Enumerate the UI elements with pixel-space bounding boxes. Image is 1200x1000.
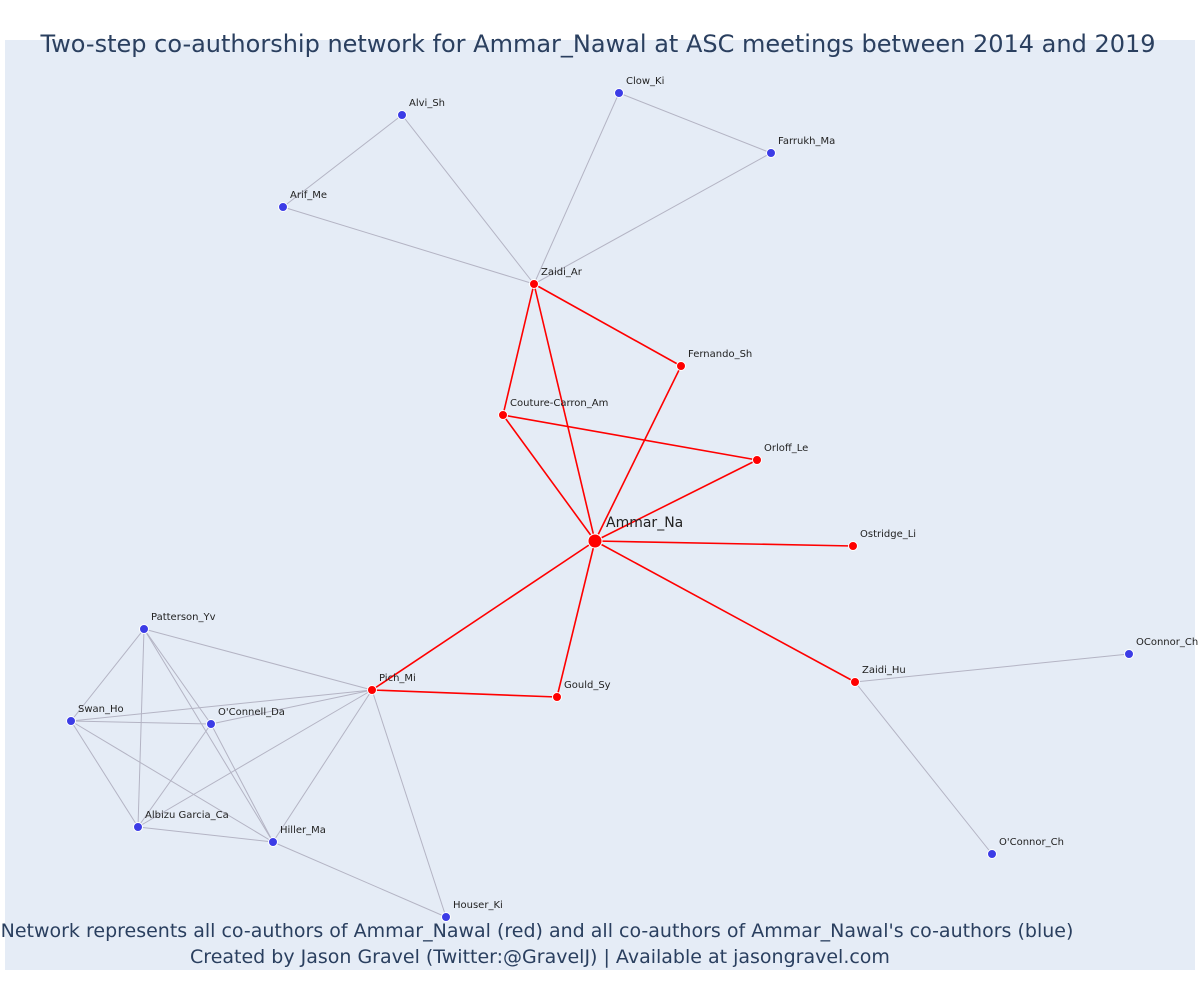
edge-layer <box>70 92 1130 918</box>
node-label-gould-sy: Gould_Sy <box>564 680 611 691</box>
node-label-orloff-le: Orloff_Le <box>764 443 808 454</box>
edge-patterson-yv-hiller-ma <box>143 628 274 843</box>
node-zaidi-hu[interactable] <box>850 677 860 687</box>
edge-ammar-na-ostridge-li <box>594 540 854 547</box>
edge-zaidi-ar-clow-ki <box>533 92 620 285</box>
edge-pich-mi-houser-ki <box>371 689 447 918</box>
edge-patterson-yv-swan-ho <box>70 628 145 722</box>
edge-o-connell-da-albizu-garcia-ca <box>137 723 212 828</box>
node-oconnor-ch[interactable] <box>1124 649 1134 659</box>
label-layer: Ammar_Na Zaidi_Ar Fernando_Sh Couture-Carro… <box>78 76 1198 911</box>
node-label-ammar-na: Ammar_Na <box>606 515 683 531</box>
node-layer <box>66 88 1134 922</box>
node-swan-ho[interactable] <box>66 716 76 726</box>
node-label-albizu-garcia-ca: Albizu Garcia_Ca <box>145 810 229 821</box>
node-label-patterson-yv: Patterson_Yv <box>151 612 216 623</box>
node-alvi-sh[interactable] <box>397 110 407 120</box>
node-fernando-sh[interactable] <box>676 361 686 371</box>
node-label-alvi-sh: Alvi_Sh <box>409 98 445 109</box>
node-couture-carron-am[interactable] <box>498 410 508 420</box>
node-pich-mi[interactable] <box>367 685 377 695</box>
node-ammar-na[interactable] <box>587 533 603 549</box>
node-label-clow-ki: Clow_Ki <box>626 76 664 87</box>
edge-zaidi-hu-o-connor-ch <box>854 681 993 855</box>
edge-pich-mi-gould-sy <box>371 689 558 698</box>
edge-zaidi-hu-oconnor-ch <box>854 653 1130 683</box>
edge-zaidi-ar-couture-carron-am <box>502 283 535 416</box>
edge-pich-mi-hiller-ma <box>272 689 373 843</box>
node-albizu-garcia-ca[interactable] <box>133 822 143 832</box>
edge-pich-mi-swan-ho <box>70 689 373 722</box>
node-orloff-le[interactable] <box>752 455 762 465</box>
edge-zaidi-ar-alvi-sh <box>401 114 535 285</box>
node-label-couture-carron-am: Couture-Carron_Am <box>510 398 608 409</box>
edge-o-connell-da-hiller-ma <box>210 723 274 843</box>
node-hiller-ma[interactable] <box>268 837 278 847</box>
plot-background <box>5 40 1195 970</box>
edge-ammar-na-orloff-le <box>594 459 758 542</box>
edge-pich-mi-o-connell-da <box>210 689 373 725</box>
edge-pich-mi-albizu-garcia-ca <box>137 689 373 828</box>
node-label-houser-ki: Houser_Ki <box>453 900 503 911</box>
node-farrukh-ma[interactable] <box>766 148 776 158</box>
node-label-swan-ho: Swan_Ho <box>78 704 124 715</box>
node-arif-me[interactable] <box>278 202 288 212</box>
edge-ammar-na-gould-sy <box>556 540 596 698</box>
node-o-connell-da[interactable] <box>206 719 216 729</box>
edge-zaidi-ar-fernando-sh <box>533 283 682 367</box>
edge-alvi-sh-arif-me <box>282 114 403 208</box>
node-gould-sy[interactable] <box>552 692 562 702</box>
node-patterson-yv[interactable] <box>139 624 149 634</box>
edge-hiller-ma-houser-ki <box>272 841 447 918</box>
node-zaidi-ar[interactable] <box>529 279 539 289</box>
edge-zaidi-ar-farrukh-ma <box>533 152 772 285</box>
edge-swan-ho-albizu-garcia-ca <box>70 720 139 828</box>
edge-ammar-na-couture-carron-am <box>502 414 596 542</box>
node-ostridge-li[interactable] <box>848 541 858 551</box>
node-label-fernando-sh: Fernando_Sh <box>688 349 752 360</box>
node-label-zaidi-hu: Zaidi_Hu <box>862 665 906 676</box>
chart-title: Two-step co-authorship network for Ammar… <box>39 30 1155 58</box>
node-houser-ki[interactable] <box>441 912 451 922</box>
edge-swan-ho-o-connell-da <box>70 720 212 725</box>
edge-ammar-na-zaidi-hu <box>594 540 856 683</box>
footer-line-1: Network represents all co-authors of Amm… <box>1 920 1074 942</box>
edge-ammar-na-zaidi-ar <box>533 283 596 542</box>
node-label-arif-me: Arif_Me <box>290 190 327 201</box>
node-label-o-connell-da: O'Connell_Da <box>218 707 285 718</box>
edge-swan-ho-hiller-ma <box>70 720 274 843</box>
edge-patterson-yv-albizu-garcia-ca <box>137 628 145 828</box>
edge-pich-mi-patterson-yv <box>143 628 373 691</box>
node-label-zaidi-ar: Zaidi_Ar <box>541 267 583 278</box>
edge-ammar-na-pich-mi <box>371 540 596 691</box>
edge-clow-ki-farrukh-ma <box>618 92 772 154</box>
node-clow-ki[interactable] <box>614 88 624 98</box>
edge-zaidi-ar-arif-me <box>282 206 535 285</box>
node-label-pich-mi: Pich_Mi <box>379 673 416 684</box>
edge-albizu-garcia-ca-hiller-ma <box>137 826 274 843</box>
node-o-connor-ch[interactable] <box>987 849 997 859</box>
footer-line-2: Created by Jason Gravel (Twitter:@Gravel… <box>190 946 890 968</box>
node-label-oconnor-ch: OConnor_Ch <box>1136 637 1198 648</box>
edge-patterson-yv-o-connell-da <box>143 628 212 725</box>
edge-ammar-na-fernando-sh <box>594 365 682 542</box>
node-label-ostridge-li: Ostridge_Li <box>860 529 916 540</box>
node-label-hiller-ma: Hiller_Ma <box>280 825 326 836</box>
node-label-o-connor-ch: O'Connor_Ch <box>999 837 1064 848</box>
edge-couture-carron-am-orloff-le <box>502 414 758 461</box>
node-label-farrukh-ma: Farrukh_Ma <box>778 136 835 147</box>
